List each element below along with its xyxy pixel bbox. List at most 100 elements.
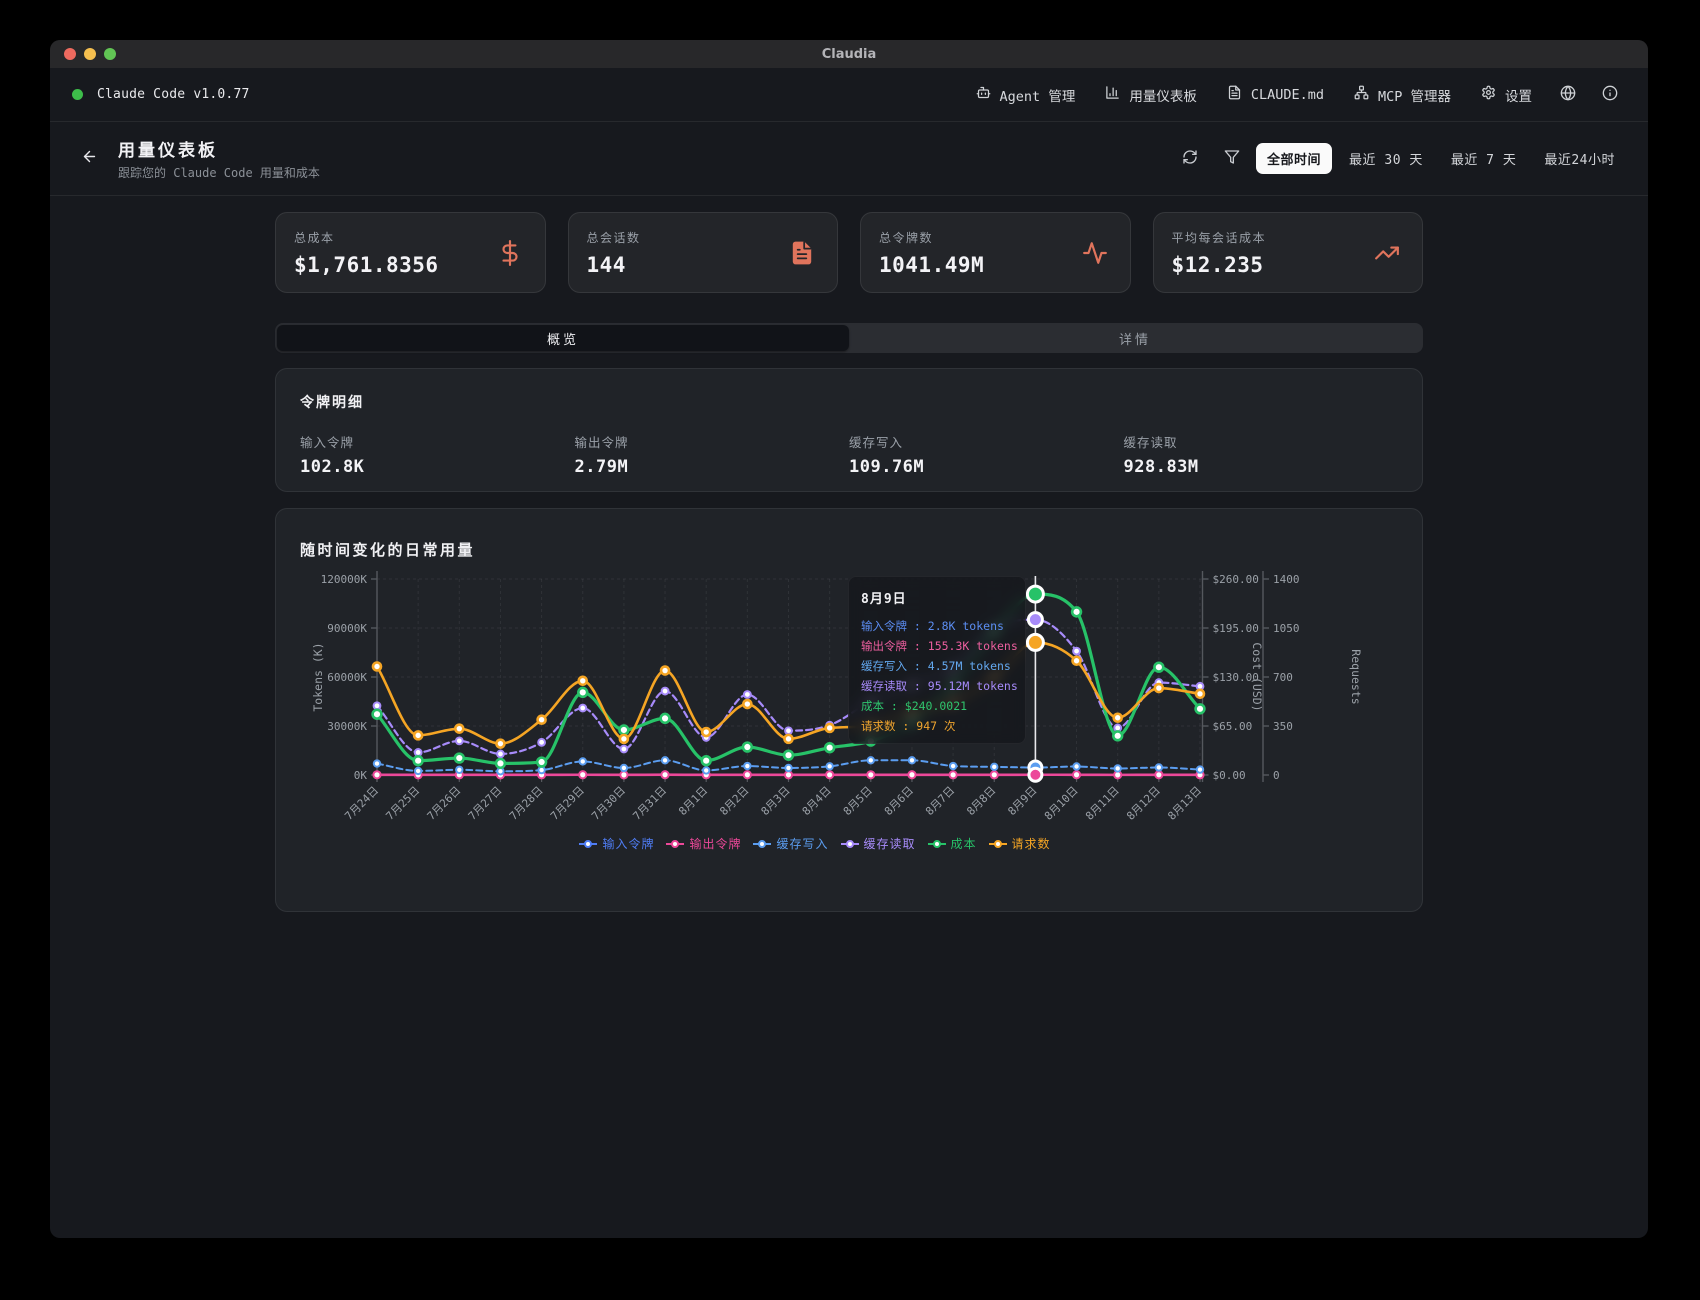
tooltip-row: 缓存读取 : 95.12M tokens [861,679,1018,693]
token-value: 2.79M [574,457,629,477]
svg-text:8月5日: 8月5日 [841,784,875,818]
close-window-button[interactable] [64,48,76,60]
stat-card-total-tokens: 总令牌数 1041.49M [860,212,1131,293]
svg-text:7月26日: 7月26日 [425,784,464,823]
page-title: 用量仪表板 [118,141,218,161]
svg-text:7月29日: 7月29日 [548,784,587,823]
svg-text:120000K: 120000K [321,573,368,586]
nav-item-mcp-manager[interactable]: MCP 管理器 [1342,77,1463,113]
time-range-all[interactable]: 全部时间 [1256,143,1333,174]
svg-text:8月10日: 8月10日 [1042,784,1081,823]
nav-item-agents[interactable]: Agent 管理 [964,77,1088,113]
chart-tooltip: 8月9日 输入令牌 : 2.8K tokens 输出令牌 : 155.3K tok… [848,576,1026,744]
main-content: 总成本 $1,761.8356 总会话数 144 总令牌数 1041.49M [50,196,1648,912]
nav-item-usage-dashboard[interactable]: 用量仪表板 [1093,77,1209,113]
dollar-sign-icon [497,239,523,266]
svg-text:700: 700 [1273,671,1293,684]
tab-overview[interactable]: 概览 [277,325,849,351]
svg-text:8月6日: 8月6日 [882,784,916,818]
stat-label: 总令牌数 [879,230,934,245]
token-stat-cache-read: 缓存读取 928.83M [1124,432,1399,477]
window-title: Claudia [821,46,877,62]
traffic-lights [64,48,116,60]
svg-text:$195.00: $195.00 [1213,622,1259,635]
stat-card-total-cost: 总成本 $1,761.8356 [275,212,546,293]
svg-text:8月4日: 8月4日 [800,784,834,818]
language-button[interactable] [1550,77,1586,113]
token-label: 缓存写入 [849,435,904,450]
svg-text:8月3日: 8月3日 [759,784,793,818]
svg-text:Requests: Requests [1349,649,1363,704]
filter-button[interactable] [1214,141,1250,177]
stat-card-total-sessions: 总会话数 144 [567,212,838,293]
about-button[interactable] [1592,77,1628,113]
svg-text:8月9日: 8月9日 [1005,784,1039,818]
svg-text:0: 0 [1273,769,1280,782]
stat-value: 144 [586,252,626,277]
bar-chart-icon [1105,85,1120,104]
svg-text:Tokens (K): Tokens (K) [311,642,325,711]
page-subtitle: 跟踪您的 Claude Code 用量和成本 [118,166,320,180]
svg-text:7月28日: 7月28日 [507,784,546,823]
svg-text:350: 350 [1273,720,1293,733]
time-range-24h[interactable]: 最近24小时 [1544,153,1615,168]
tooltip-row: 输出令牌 : 155.3K tokens [861,639,1018,653]
info-icon [1602,85,1618,105]
svg-text:$65.00: $65.00 [1213,720,1253,733]
token-stat-cache-write: 缓存写入 109.76M [849,432,1124,477]
token-label: 缓存读取 [1123,435,1178,450]
token-value: 102.8K [300,457,365,477]
nav-item-settings[interactable]: 设置 [1469,77,1544,113]
filter-icon [1224,149,1240,169]
svg-text:$130.00: $130.00 [1213,671,1259,684]
gear-icon [1481,85,1496,104]
svg-text:1050: 1050 [1273,622,1300,635]
svg-text:8月8日: 8月8日 [964,784,998,818]
svg-text:8月11日: 8月11日 [1083,784,1122,823]
stat-label: 总成本 [294,230,335,245]
time-range-30d[interactable]: 最近 30 天 [1349,153,1423,168]
back-button[interactable] [72,142,106,176]
file-text-icon [1227,85,1242,104]
stat-card-avg-cost: 平均每会话成本 $12.235 [1152,212,1423,293]
nav-item-label: MCP 管理器 [1377,88,1451,105]
token-breakdown-title: 令牌明细 [300,395,364,411]
nav-item-claude-md[interactable]: CLAUDE.md [1215,77,1336,112]
token-label: 输出令牌 [574,435,629,450]
stat-value: 1041.49M [879,252,985,277]
maximize-window-button[interactable] [104,48,116,60]
refresh-icon [1182,149,1198,169]
nav-item-label: 用量仪表板 [1129,88,1197,105]
svg-text:7月25日: 7月25日 [383,784,422,823]
token-value: 109.76M [849,457,925,477]
legend-item: 输出令牌 [666,835,741,852]
network-icon [1354,85,1369,104]
legend-item: 缓存读取 [840,835,916,852]
minimize-window-button[interactable] [84,48,96,60]
arrow-left-icon [81,148,98,169]
daily-usage-chart-card: 随时间变化的日常用量 0K 30000K 60000K 90000K 120000K To… [275,508,1423,912]
chart-legend: 输入令牌 输出令牌 缓存写入 缓存读取 成本 请求数 [276,835,1354,852]
tab-details[interactable]: 详情 [1118,332,1151,348]
svg-text:7月31日: 7月31日 [630,784,669,823]
trending-up-icon [1374,240,1400,266]
svg-text:$0.00: $0.00 [1213,769,1246,782]
token-value: 928.83M [1123,457,1199,477]
svg-text:60000K: 60000K [327,671,367,684]
page-header: 用量仪表板 跟踪您的 Claude Code 用量和成本 全部时间 最近 30 … [50,122,1648,196]
legend-item: 成本 [927,835,977,852]
nav-item-label: Agent 管理 [999,88,1076,105]
navbar: Claude Code v1.0.77 Agent 管理 用量仪表板 CLAUD… [50,68,1648,122]
tooltip-row: 缓存写入 : 4.57M tokens [861,659,1011,673]
token-stat-input: 输入令牌 102.8K [300,432,575,477]
stats-row: 总成本 $1,761.8356 总会话数 144 总令牌数 1041.49M [275,212,1423,293]
refresh-button[interactable] [1172,141,1208,177]
svg-text:8月12日: 8月12日 [1124,784,1163,823]
tooltip-row: 输入令牌 : 2.8K tokens [861,619,1004,633]
time-range-7d[interactable]: 最近 7 天 [1450,153,1517,168]
svg-text:8月13日: 8月13日 [1165,784,1204,823]
legend-item: 输入令牌 [579,835,654,852]
token-breakdown-card: 令牌明细 输入令牌 102.8K 输出令牌 2.79M 缓存写入 109.76M… [275,368,1423,492]
file-text-icon [789,240,815,266]
legend-item: 请求数 [988,835,1051,852]
